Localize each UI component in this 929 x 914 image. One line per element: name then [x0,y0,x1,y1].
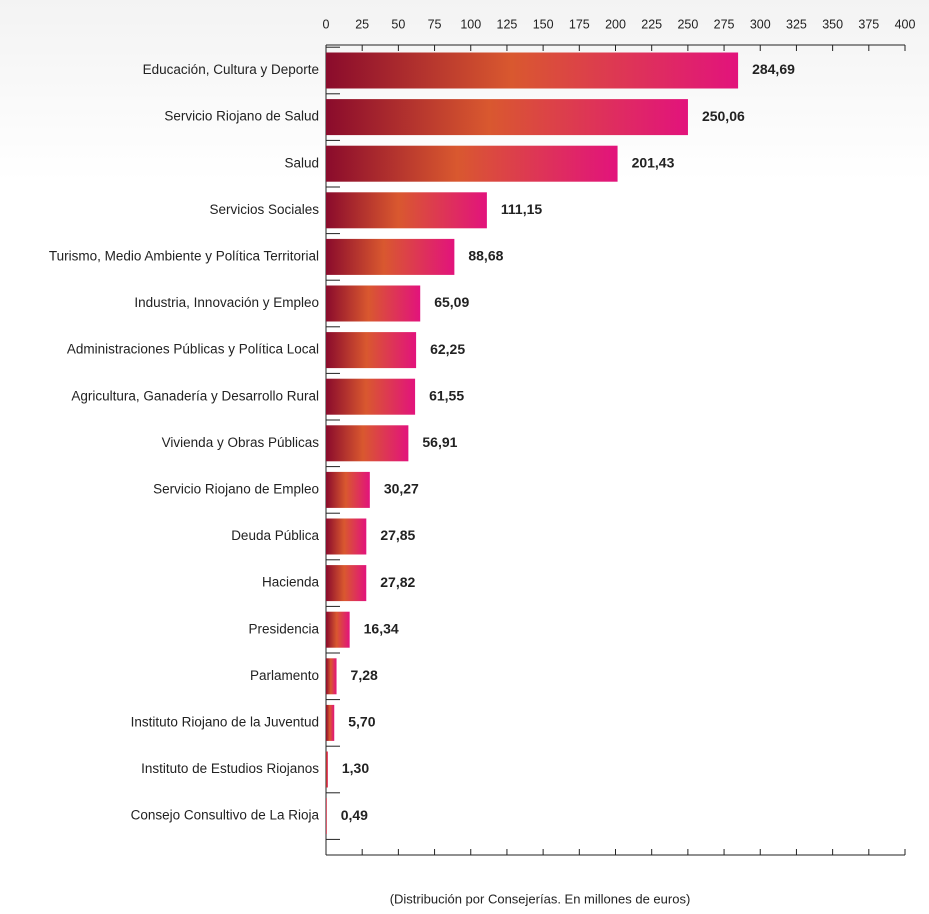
category-label: Instituto de Estudios Riojanos [141,761,319,776]
x-tick-label: 300 [750,17,771,31]
category-label: Educación, Cultura y Deporte [143,62,319,77]
bar [326,238,455,275]
category-label: Agricultura, Ganadería y Desarrollo Rura… [71,388,319,403]
value-label: 111,15 [501,201,542,217]
category-label: Administraciones Públicas y Política Loc… [67,342,319,357]
x-tick-label: 350 [822,17,843,31]
category-label: Parlamento [250,668,319,683]
x-tick-label: 125 [497,17,518,31]
x-tick-label: 200 [605,17,626,31]
category-label: Servicios Sociales [209,202,319,217]
value-label: 284,69 [752,61,795,77]
value-label: 5,70 [348,714,375,730]
bar [326,332,417,369]
value-label: 250,06 [702,108,745,124]
value-label: 7,28 [351,667,378,683]
category-label: Servicio Riojano de Salud [164,109,319,124]
category-label: Industria, Innovación y Empleo [134,295,319,310]
bar [326,518,367,555]
x-tick-label: 175 [569,17,590,31]
value-label: 88,68 [468,248,503,264]
category-label: Hacienda [262,575,320,590]
category-label: Salud [284,155,319,170]
bar [326,52,739,89]
bar [326,611,350,648]
category-label: Presidencia [248,621,319,636]
x-tick-label: 250 [677,17,698,31]
x-tick-label: 100 [460,17,481,31]
value-label: 27,85 [380,527,415,543]
bar [326,192,487,229]
bar [326,704,335,741]
bar [326,99,688,136]
bar [326,658,337,695]
x-tick-label: 375 [858,17,879,31]
bar [326,145,618,182]
value-label: 56,91 [422,434,457,450]
bar [326,425,409,462]
x-tick-label: 0 [323,17,330,31]
x-tick-label: 75 [428,17,442,31]
bar [326,471,370,508]
value-label: 0,49 [341,807,368,823]
category-label: Turismo, Medio Ambiente y Política Terri… [49,248,319,263]
category-label: Servicio Riojano de Empleo [153,481,319,496]
value-label: 27,82 [380,574,415,590]
x-tick-label: 150 [533,17,554,31]
category-label: Vivienda y Obras Públicas [162,435,320,450]
x-tick-label: 325 [786,17,807,31]
x-tick-label: 50 [391,17,405,31]
x-tick-label: 275 [714,17,735,31]
value-label: 1,30 [342,760,369,776]
value-label: 62,25 [430,341,465,357]
bar [326,285,421,322]
bar [326,378,416,415]
caption: (Distribución por Consejerías. En millon… [390,891,691,906]
bar [326,751,328,788]
value-label: 65,09 [434,294,469,310]
value-label: 30,27 [384,481,419,497]
value-label: 16,34 [364,620,399,636]
x-tick-label: 400 [895,17,916,31]
category-label: Instituto Riojano de la Juventud [131,714,319,729]
bar [326,565,367,602]
value-label: 61,55 [429,387,464,403]
category-label: Consejo Consultivo de La Rioja [131,808,320,823]
x-tick-label: 25 [355,17,369,31]
x-tick-label: 225 [641,17,662,31]
value-label: 201,43 [632,154,675,170]
bar [326,798,327,835]
category-label: Deuda Pública [231,528,319,543]
